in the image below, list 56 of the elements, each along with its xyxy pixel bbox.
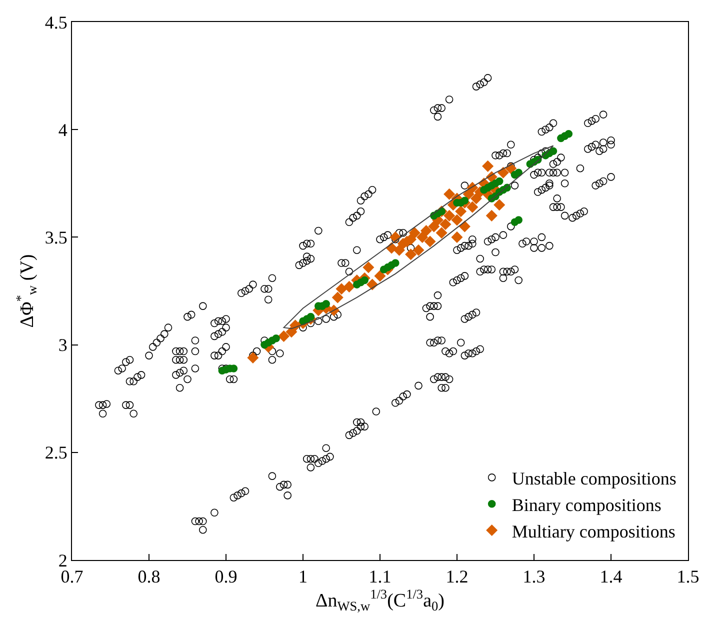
x-tick-label: 0.8 <box>138 566 160 587</box>
point <box>451 214 463 226</box>
point <box>322 300 330 308</box>
point <box>514 216 522 224</box>
x-tick-label: 1.1 <box>368 566 392 587</box>
x-axis-title: Δn$_{WS,w}$$^{1/3}$(C$^{1/3}$a$_{0}$) <box>315 586 445 614</box>
point <box>470 192 482 204</box>
point <box>332 292 344 304</box>
point <box>436 227 448 238</box>
x-tick-label: 0.9 <box>214 566 238 587</box>
point <box>495 177 504 186</box>
y-tick-label: 4.5 <box>44 12 68 32</box>
point <box>344 281 355 292</box>
point <box>278 330 290 342</box>
point <box>412 244 424 256</box>
point <box>394 244 405 256</box>
point <box>444 188 455 200</box>
y-tick-label: 4 <box>58 120 68 140</box>
point <box>564 130 573 138</box>
x-tick-label: 1 <box>298 566 308 587</box>
point <box>428 220 440 232</box>
point <box>498 167 509 178</box>
point <box>451 232 463 243</box>
point <box>306 312 315 321</box>
y-tick-label: 2.5 <box>44 442 68 463</box>
point <box>336 283 348 294</box>
x-tick-label: 1.3 <box>522 566 546 587</box>
point <box>482 160 494 172</box>
point <box>405 248 416 260</box>
point <box>444 210 455 222</box>
point <box>459 220 470 232</box>
point <box>440 218 452 230</box>
x-tick-label: 1.4 <box>600 566 622 587</box>
point <box>392 259 400 267</box>
point <box>374 270 386 282</box>
point <box>466 201 478 213</box>
point <box>486 210 498 222</box>
point <box>362 262 374 273</box>
point <box>494 199 505 211</box>
point <box>420 225 432 236</box>
point <box>424 236 436 248</box>
point <box>360 276 368 284</box>
x-tick-label: 1.2 <box>446 566 468 587</box>
point <box>272 334 280 342</box>
point <box>409 227 420 238</box>
legend-label: Unstable compositions <box>512 468 676 488</box>
point <box>549 147 558 156</box>
y-tick-label: 3 <box>58 335 68 356</box>
legend-label: Binary compositions <box>512 494 662 515</box>
point <box>460 196 469 205</box>
point <box>247 352 259 364</box>
point <box>416 232 428 243</box>
point <box>455 206 466 217</box>
y-tick-label: 3.5 <box>44 228 68 248</box>
x-tick-label: 1.5 <box>676 566 700 587</box>
legend-label: Multiary compositions <box>512 521 676 542</box>
